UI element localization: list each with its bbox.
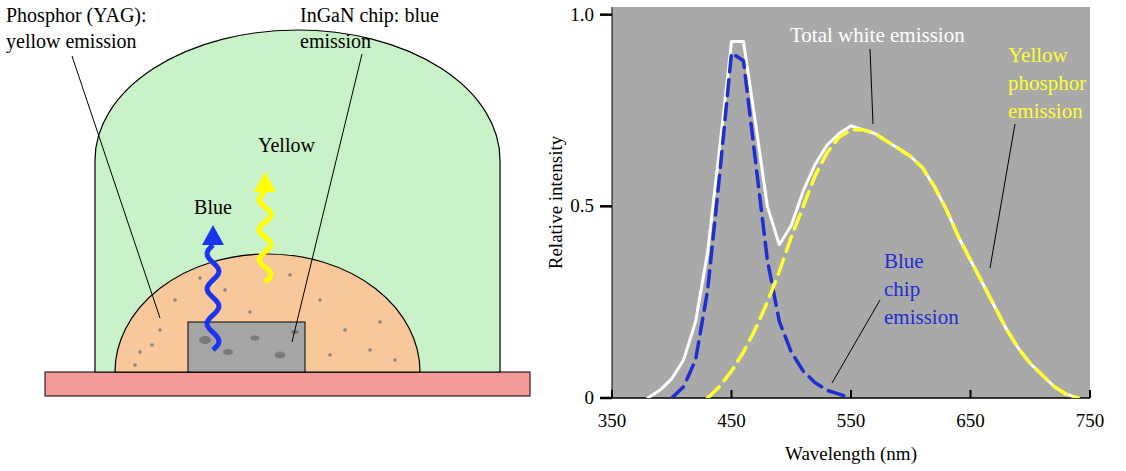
series-label-line: emission bbox=[1008, 99, 1083, 123]
phosphor-particle bbox=[173, 298, 177, 302]
series-line bbox=[708, 130, 1078, 398]
phosphor-particle bbox=[393, 358, 397, 362]
y-tick-label: 1.0 bbox=[570, 4, 594, 25]
base-plate bbox=[45, 372, 530, 396]
y-tick bbox=[600, 205, 612, 208]
x-tick-label: 750 bbox=[1076, 410, 1105, 431]
blue-arrow-shaft bbox=[207, 245, 219, 350]
phosphor-particle bbox=[138, 350, 142, 354]
x-tick-label: 450 bbox=[717, 410, 746, 431]
phosphor-particle bbox=[248, 310, 252, 314]
phosphor-particle bbox=[368, 348, 372, 352]
x-tick-label: 550 bbox=[837, 410, 866, 431]
yellow-arrow-head bbox=[254, 172, 276, 192]
figure: Blue Yellow Phosphor (YAG): yellow emission… bbox=[0, 0, 1126, 471]
chip-speckle bbox=[275, 352, 286, 359]
x-tick bbox=[970, 390, 972, 398]
blue-label: Blue bbox=[194, 196, 232, 218]
series-labels: Total white emissionBluechipemissionYell… bbox=[790, 23, 1086, 383]
series-label: Blue chip emission bbox=[884, 249, 959, 329]
x-axis-title: Wavelength (nm) bbox=[785, 443, 917, 465]
label-leader bbox=[870, 49, 873, 124]
phosphor-particle bbox=[288, 273, 292, 277]
phosphor-particle bbox=[328, 353, 332, 357]
x-tick bbox=[1089, 390, 1091, 398]
phosphor-label: yellow emission bbox=[6, 30, 137, 53]
y-tick-label: 0 bbox=[585, 387, 595, 408]
blue-arrow-head bbox=[202, 225, 224, 245]
yellow-label: Yellow bbox=[258, 134, 315, 156]
x-tick-label: 650 bbox=[956, 410, 985, 431]
ingan-chip bbox=[188, 322, 305, 372]
series-label: Yellow phosphor emission bbox=[1008, 43, 1086, 123]
chip-speckle bbox=[199, 336, 211, 344]
plot-area bbox=[612, 7, 1090, 398]
series-label-line: Yellow bbox=[1008, 43, 1069, 67]
phosphor-particle bbox=[223, 288, 227, 292]
label-leader bbox=[832, 300, 880, 383]
chip-label: InGaN chip: blue bbox=[300, 4, 439, 27]
phosphor-particle bbox=[378, 320, 382, 324]
series-line bbox=[672, 53, 851, 398]
phosphor-particle bbox=[343, 328, 347, 332]
series-label-line: chip bbox=[884, 277, 920, 301]
x-tick bbox=[850, 390, 852, 398]
series-label-line: emission bbox=[884, 305, 959, 329]
x-tick-label: 350 bbox=[598, 410, 627, 431]
yellow-arrow-shaft bbox=[259, 192, 271, 282]
phosphor-particle bbox=[133, 363, 137, 367]
chip-label: emission bbox=[300, 30, 371, 52]
phosphor-particle bbox=[198, 276, 202, 280]
y-tick-label: 0.5 bbox=[570, 195, 594, 216]
series-label-line: phosphor bbox=[1008, 71, 1086, 95]
phosphor-label: Phosphor (YAG): bbox=[6, 4, 147, 27]
y-tick bbox=[600, 397, 612, 400]
series-label-line: Blue bbox=[884, 249, 924, 273]
phosphor-particle bbox=[158, 328, 162, 332]
y-axis bbox=[612, 7, 613, 398]
x-tick bbox=[731, 390, 733, 398]
y-tick bbox=[600, 13, 612, 16]
phosphor-particle bbox=[318, 298, 322, 302]
series-label: Total white emission bbox=[790, 23, 965, 47]
chip-speckle bbox=[251, 336, 260, 341]
epoxy-dome bbox=[95, 30, 500, 372]
chip-leader bbox=[292, 54, 362, 342]
label-leader bbox=[990, 124, 1015, 268]
phosphor-leader bbox=[72, 56, 160, 318]
phosphor-particle bbox=[150, 343, 154, 347]
y-axis-title: Relative intensity bbox=[545, 135, 566, 269]
spectrum-chart: 350 450 550 650 750 0 0.5 1.0 Wavelength (nm) Rel… bbox=[545, 4, 1104, 465]
led-diagram: Blue Yellow Phosphor (YAG): yellow emission… bbox=[6, 4, 530, 396]
chip-speckle bbox=[223, 349, 233, 355]
